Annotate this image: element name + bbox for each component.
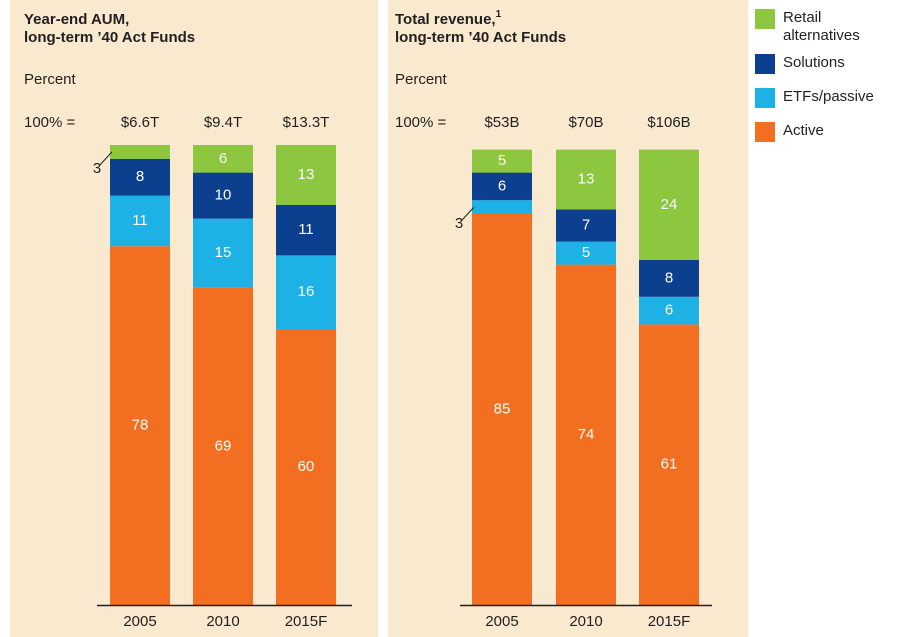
data-label: 85 <box>494 400 511 417</box>
bar-segment <box>110 145 170 159</box>
bar-segment <box>556 241 616 265</box>
bar-segment <box>639 149 699 260</box>
data-label: 13 <box>298 166 315 183</box>
data-label: 13 <box>578 170 595 187</box>
bar-segment <box>556 209 616 242</box>
legend-item: Retail alternatives <box>755 9 880 45</box>
data-label: 10 <box>215 187 232 204</box>
bar-segment <box>472 200 532 214</box>
chart-title-line: Year-end AUM, <box>24 11 129 28</box>
bar-segment <box>193 218 253 288</box>
chart-title-line: Total revenue, <box>395 11 496 28</box>
x-tick-label: 2005 <box>485 613 518 630</box>
bar-segment <box>193 172 253 219</box>
x-tick-label: 2015F <box>285 613 328 630</box>
data-label: 8 <box>665 269 673 286</box>
legend-swatch <box>755 88 775 108</box>
leader-line <box>461 206 475 221</box>
bar-segment <box>472 172 532 201</box>
legend-item: ETFs/passive <box>755 88 880 108</box>
data-label: 6 <box>498 177 506 194</box>
bar-segment <box>472 149 532 173</box>
data-label: 15 <box>215 244 232 261</box>
total-value: $13.3T <box>283 114 330 131</box>
data-label: 16 <box>298 283 315 300</box>
data-label: 3 <box>93 160 101 177</box>
bar-segment <box>556 264 616 605</box>
data-label: 24 <box>661 196 678 213</box>
bar-segment <box>193 287 253 605</box>
data-label: 11 <box>298 221 314 238</box>
title-footnote: 1 <box>496 9 502 20</box>
data-label: 69 <box>215 437 232 454</box>
total-label: 100% = <box>395 114 447 131</box>
legend-item: Solutions <box>755 54 880 74</box>
legend-label: Solutions <box>783 54 845 71</box>
x-tick-label: 2015F <box>648 613 691 630</box>
bar-segment <box>639 260 699 297</box>
data-label: 60 <box>298 458 315 475</box>
chart-title: long-term ’40 Act Funds <box>395 29 566 46</box>
x-tick-label: 2010 <box>206 613 239 630</box>
total-value: $9.4T <box>204 114 242 131</box>
x-tick-label: 2010 <box>569 613 602 630</box>
subtitle: Percent <box>24 71 77 88</box>
bar-segment <box>276 329 336 605</box>
data-label: 6 <box>219 150 227 167</box>
data-label: 11 <box>132 212 148 229</box>
data-label: 74 <box>578 426 595 443</box>
chart-title: long-term ’40 Act Funds <box>24 29 195 46</box>
total-value: $70B <box>568 114 603 131</box>
x-tick-label: 2005 <box>123 613 156 630</box>
data-label: 78 <box>132 417 149 434</box>
bar-segment <box>110 246 170 605</box>
chart-title: Total revenue,1 <box>395 9 502 28</box>
legend-swatch <box>755 9 775 29</box>
total-value: $53B <box>484 114 519 131</box>
legend-swatch <box>755 54 775 74</box>
data-label: 8 <box>136 168 144 185</box>
data-label: 6 <box>665 302 673 319</box>
legend-item: Active <box>755 122 880 142</box>
legend-swatch <box>755 122 775 142</box>
total-label: 100% = <box>24 114 76 131</box>
leader-line <box>99 151 113 166</box>
data-label: 5 <box>582 244 590 261</box>
subtitle: Percent <box>395 71 448 88</box>
legend-label: Retail alternatives <box>783 9 860 44</box>
bar-segment <box>193 145 253 173</box>
legend-label: Active <box>783 122 824 139</box>
bar-segment <box>110 195 170 247</box>
total-value: $6.6T <box>121 114 159 131</box>
legend-label: ETFs/passive <box>783 88 874 105</box>
data-label: 61 <box>661 456 678 473</box>
bar-segment <box>639 296 699 325</box>
bar-segment <box>276 145 336 205</box>
data-label: 7 <box>582 216 590 233</box>
bar-segment <box>472 214 532 605</box>
bar-segment <box>276 255 336 329</box>
chart-title: Year-end AUM, <box>24 11 129 28</box>
bar-segment <box>556 149 616 210</box>
bar-segment <box>276 204 336 256</box>
data-label: 5 <box>498 152 506 169</box>
bar-segment <box>639 324 699 605</box>
legend: Retail alternatives Solutions ETFs/passive… <box>755 9 880 156</box>
data-label: 3 <box>455 215 463 232</box>
bar-segment <box>110 158 170 196</box>
total-value: $106B <box>647 114 690 131</box>
